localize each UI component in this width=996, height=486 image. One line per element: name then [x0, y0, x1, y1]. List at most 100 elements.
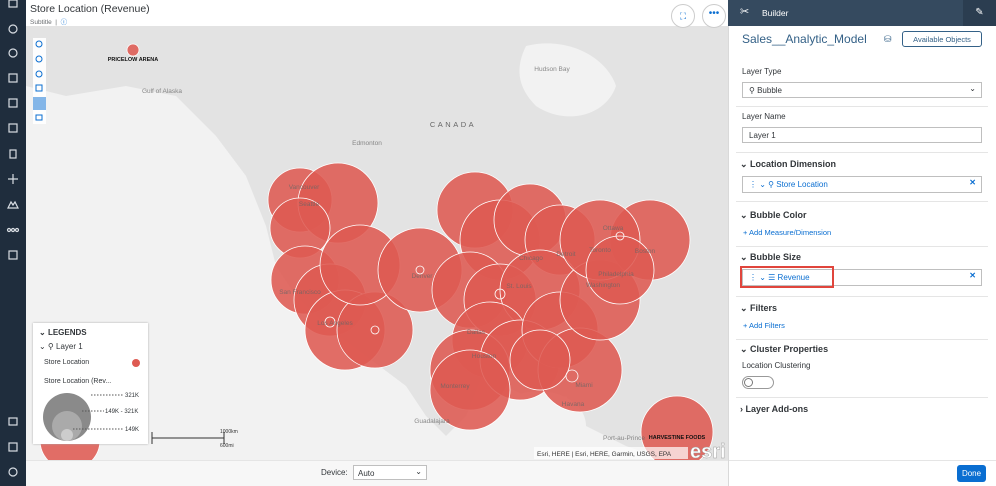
edit-button[interactable]: ✎: [963, 0, 996, 26]
circle: [8, 24, 18, 34]
map-label: Boston: [635, 248, 656, 255]
done-button[interactable]: Done: [957, 465, 986, 482]
bubble: [585, 235, 655, 305]
builder-header: [728, 0, 996, 26]
rect: [8, 442, 18, 452]
rect: [8, 98, 18, 108]
map-label: Gulf of Alaska: [142, 88, 182, 95]
model-icon[interactable]: ⛁: [884, 34, 892, 44]
size-small: [61, 429, 73, 441]
map-label: Hudson Bay: [534, 66, 570, 73]
add-filters[interactable]: + Add Filters: [743, 321, 785, 330]
lasso[interactable]: [35, 114, 43, 121]
rect: [8, 123, 18, 133]
section-header[interactable]: › Layer Add-ons: [740, 404, 809, 414]
section-title: Bubble Color: [750, 210, 807, 220]
map-label: CANADA: [430, 120, 476, 129]
available-objects-button[interactable]: Available Objects: [902, 31, 982, 47]
map-label: Seattle: [299, 201, 320, 208]
more-button[interactable]: •••: [702, 4, 726, 28]
map-label: Houston: [472, 353, 497, 360]
legend-item: Store Location (Rev...: [44, 378, 112, 385]
size-medium: [52, 411, 82, 441]
zoom-icons: [35, 40, 43, 121]
bubble: [429, 349, 511, 431]
map: PRICELOW ARENA Hudson Bay Gulf of Alaska CA…: [26, 26, 728, 460]
device-label: Device:: [321, 468, 348, 477]
legend-layer[interactable]: ⌄ ⚲ Layer 1: [39, 342, 83, 351]
remove[interactable]: ✕: [969, 178, 976, 187]
title: Store Location (Revenue): [30, 3, 150, 15]
section-header[interactable]: ⌄ Filters: [740, 303, 778, 313]
section-title: Location Dimension: [750, 159, 837, 169]
rect: [8, 250, 18, 260]
map-label: Washington: [586, 282, 620, 289]
zoom-select[interactable]: [33, 97, 46, 110]
bubbles: [39, 43, 714, 460]
map-label: Toronto: [589, 247, 611, 254]
fit[interactable]: [35, 84, 43, 92]
map-label: Dallas: [467, 329, 486, 336]
section-header[interactable]: ⌄ Cluster Properties: [740, 344, 829, 354]
circle: [6, 227, 12, 233]
divider: [736, 339, 988, 340]
rect: [8, 417, 18, 426]
bubble: [509, 329, 571, 391]
legend-item: Store Location: [44, 359, 90, 366]
map-label: Port-au-Prince: [603, 435, 645, 442]
divider: [736, 106, 988, 107]
divider: [729, 460, 996, 461]
map-label: Detroit: [556, 251, 575, 258]
size-field[interactable]: ⋮ ⌄ ☰ Revenue ✕: [742, 269, 982, 286]
highlight-box: [740, 266, 834, 288]
zoom-out[interactable]: [35, 55, 43, 63]
scale-km: 1000km: [220, 429, 238, 435]
nav-icons: [6, 0, 20, 477]
builder-icon: ✂: [740, 6, 750, 18]
map-label: Denver: [412, 273, 434, 280]
remove[interactable]: ✕: [969, 271, 976, 280]
size-label: 149K - 321K: [105, 409, 138, 415]
layer-name-input[interactable]: Layer 1: [742, 127, 982, 143]
legend-layer-text: Layer 1: [56, 342, 83, 351]
device-value: Auto: [358, 469, 375, 478]
map-label: Edmonton: [352, 140, 382, 147]
hudson-bay: [519, 43, 616, 117]
divider: [736, 397, 988, 398]
inner-ring: [370, 325, 380, 335]
info-icon[interactable]: ⓘ: [60, 19, 68, 26]
map-label: Ottawa: [603, 225, 624, 232]
toggle-knob: [744, 378, 753, 387]
bubble: [640, 395, 714, 460]
reset[interactable]: [35, 70, 43, 78]
legend-swatch: [132, 359, 140, 367]
subtitle: Subtitle | ⓘ: [30, 19, 68, 26]
circle: [14, 227, 20, 233]
path: [8, 174, 18, 184]
zoom-bg: [33, 38, 46, 124]
rect: [8, 73, 18, 83]
map-label: San Francisco: [279, 289, 321, 296]
subtitle-text: Subtitle: [30, 19, 52, 26]
device-select[interactable]: Auto ⌄: [353, 465, 427, 480]
attribution-bg: [534, 447, 688, 459]
location-field[interactable]: ⋮ ⌄ ⚲ Store Location ✕: [742, 176, 982, 193]
add-measure[interactable]: + Add Measure/Dimension: [743, 228, 832, 237]
circle: [8, 467, 18, 477]
section-header[interactable]: ⌄ Location Dimension: [740, 159, 837, 169]
section-title: Filters: [750, 303, 778, 313]
section-title: Cluster Properties: [750, 344, 829, 354]
legend-title-text: LEGENDS: [47, 328, 87, 337]
inner-ring: [615, 231, 625, 241]
layer-type-select[interactable]: ⚲ Bubble ⌄: [742, 82, 982, 98]
divider: [736, 296, 988, 297]
zoom-in[interactable]: [35, 40, 43, 48]
toggle[interactable]: [742, 376, 774, 389]
section-header[interactable]: ⌄ Bubble Size: [740, 252, 802, 262]
section-title: Layer Add-ons: [745, 404, 809, 414]
section-header[interactable]: ⌄ Bubble Color: [740, 210, 807, 220]
scale-mi: 600mi: [220, 443, 234, 449]
legend-title: ⌄ LEGENDS: [39, 328, 87, 337]
fullscreen-button[interactable]: ⛶: [671, 4, 695, 28]
